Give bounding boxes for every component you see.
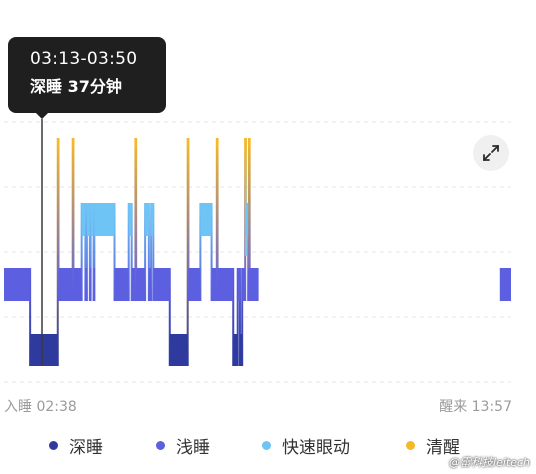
stage-transition-line xyxy=(147,203,150,301)
stage-segment-bar xyxy=(71,138,75,148)
stage-transition-line xyxy=(248,138,251,301)
chart-legend: 深睡 浅睡 快速眼动 清醒 xyxy=(0,432,536,458)
legend-dot-rem xyxy=(262,440,271,450)
stage-transition-line xyxy=(238,268,241,366)
stage-segment-bar xyxy=(86,203,90,236)
stage-transition-line xyxy=(84,203,87,301)
stage-segment-bar xyxy=(30,334,58,366)
stage-segment-bar xyxy=(169,334,188,366)
stage-transition-line xyxy=(216,138,219,301)
stage-segment-bar xyxy=(186,138,190,148)
expand-button[interactable] xyxy=(473,135,509,171)
stage-transition-line xyxy=(93,203,96,301)
stage-transition-line xyxy=(72,138,75,301)
legend-label-rem: 快速眼动 xyxy=(282,437,350,458)
stage-segment-bar xyxy=(94,203,115,236)
stage-transition-line xyxy=(80,203,83,301)
stage-segment-bar xyxy=(148,268,152,301)
stage-segment-bar xyxy=(237,268,240,301)
stage-segment-bar xyxy=(239,334,243,366)
stage-segment-bar xyxy=(217,268,234,301)
stage-segment-bar xyxy=(93,268,96,301)
stage-segment-bar xyxy=(233,334,238,366)
stage-segment-bar xyxy=(499,268,511,301)
watermark-text: @雷科技leitech xyxy=(449,456,530,469)
legend-dot-light xyxy=(156,440,165,450)
stage-transition-line xyxy=(57,138,60,301)
stage-transition-line xyxy=(127,203,130,301)
stage-segment-bar xyxy=(145,203,149,236)
stage-segment-bar xyxy=(81,203,86,236)
stage-transition-line xyxy=(244,138,247,256)
stage-segment-bar xyxy=(248,268,250,301)
stage-segment-bar xyxy=(244,138,247,148)
stage-segment-bar xyxy=(128,203,132,236)
stage-transition-line xyxy=(113,203,116,301)
stage-segment-bar xyxy=(153,268,170,301)
stage-segment-bar xyxy=(151,203,154,236)
stage-transition-line xyxy=(144,203,147,301)
stage-segment-bar xyxy=(216,138,219,148)
stage-transition-line xyxy=(168,268,171,366)
stage-segment-bar xyxy=(58,268,73,301)
tooltip-time-range: 03:13-03:50 xyxy=(30,49,138,69)
legend-item-deep: 深睡 xyxy=(49,432,103,458)
sleep-start-label: 入睡 02:38 xyxy=(4,399,77,415)
stage-transition-line xyxy=(236,268,239,366)
stage-transition-line xyxy=(199,203,202,301)
stage-transition-line xyxy=(232,268,235,366)
segment-tooltip: 03:13-03:50 深睡 37分钟 xyxy=(8,37,166,113)
stage-segment-bar xyxy=(188,268,201,301)
stage-segment-bar xyxy=(249,268,259,301)
stage-segment-bar xyxy=(73,268,82,301)
legend-dot-deep xyxy=(49,440,58,450)
stage-segment-bar xyxy=(114,268,129,301)
tooltip-detail: 深睡 37分钟 xyxy=(30,77,122,96)
stage-segment-bar xyxy=(85,268,87,301)
expand-arrows-icon xyxy=(483,145,499,161)
stage-segment-bar xyxy=(200,203,212,236)
stage-segment-bar xyxy=(4,268,31,301)
stage-transition-line xyxy=(135,138,138,301)
legend-item-awake: 清醒 xyxy=(406,432,460,458)
stage-segment-bar xyxy=(136,268,146,301)
legend-label-awake: 清醒 xyxy=(426,437,460,458)
stage-transition-line xyxy=(150,203,153,301)
stage-segment-bar xyxy=(134,138,137,148)
stage-segment-bar xyxy=(242,268,246,301)
chart-gridlines xyxy=(4,121,511,383)
stage-segment-bar xyxy=(89,268,92,301)
stage-segment-bar xyxy=(248,138,251,148)
stage-bars xyxy=(4,138,511,366)
stage-segment-bar xyxy=(131,268,136,301)
stage-transition-line xyxy=(89,203,92,301)
stage-transition-line xyxy=(152,203,155,301)
stage-transition-line xyxy=(29,268,32,366)
stage-transition-line xyxy=(241,268,244,366)
legend-dot-awake xyxy=(406,440,415,450)
tooltip-pointer xyxy=(36,113,48,119)
stage-transition-line xyxy=(85,203,88,301)
stage-segment-bar xyxy=(245,203,249,236)
stage-transition-line xyxy=(210,203,213,301)
stage-segment-bar xyxy=(211,268,217,301)
stage-segment-bar xyxy=(57,138,60,148)
stage-transition-line xyxy=(187,138,190,301)
legend-label-light: 浅睡 xyxy=(176,437,210,458)
legend-item-rem: 快速眼动 xyxy=(262,432,350,458)
legend-label-deep: 深睡 xyxy=(69,437,103,458)
wake-end-label: 醒来 13:57 xyxy=(439,399,512,415)
stage-transitions xyxy=(29,138,251,366)
stage-segment-bar xyxy=(90,203,94,236)
stage-transition-line xyxy=(130,203,133,301)
legend-item-light: 浅睡 xyxy=(156,432,210,458)
